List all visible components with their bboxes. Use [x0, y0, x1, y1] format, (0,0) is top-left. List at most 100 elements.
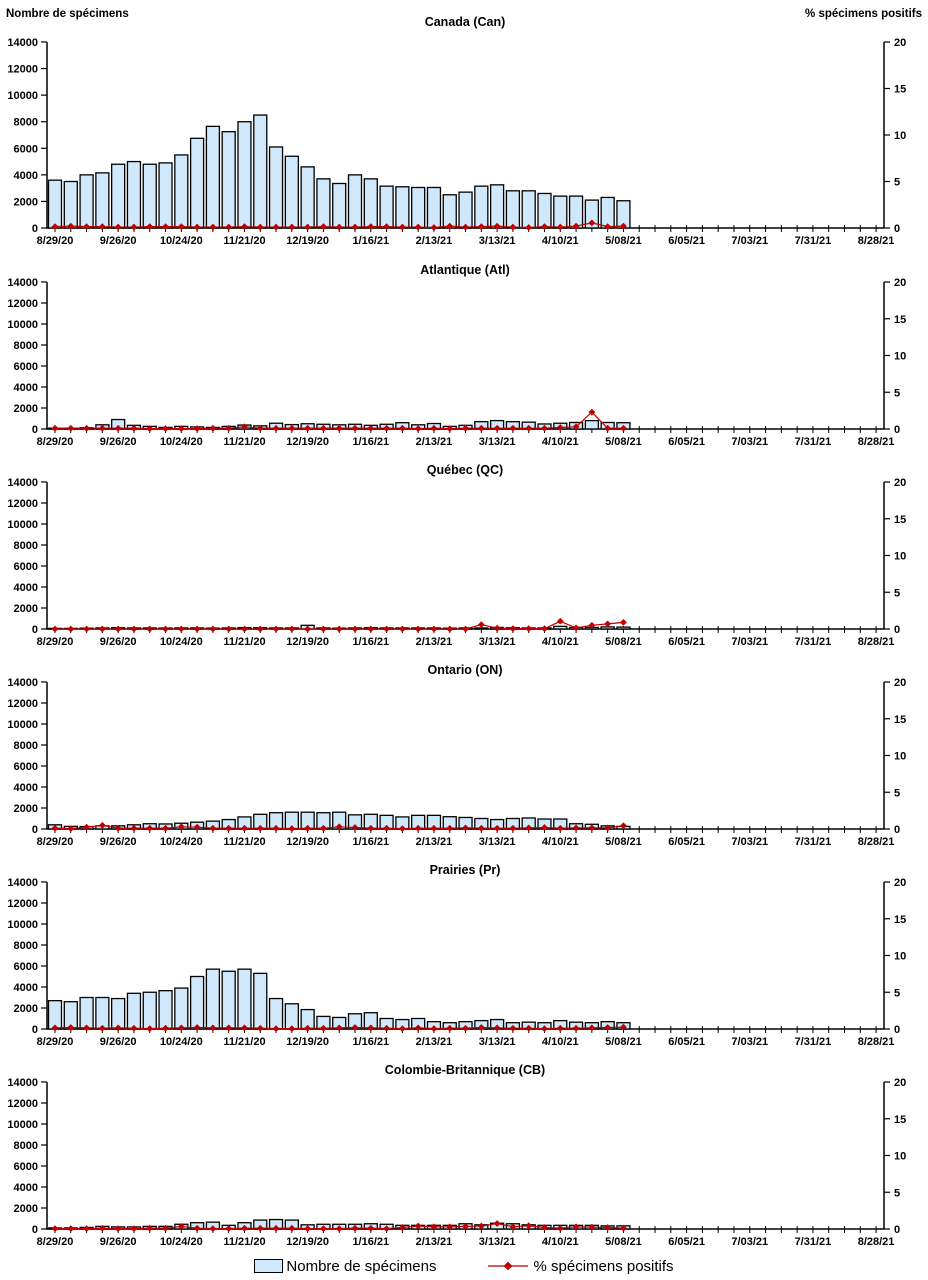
svg-text:11/21/20: 11/21/20	[223, 1036, 265, 1048]
svg-text:5/08/21: 5/08/21	[605, 1036, 642, 1048]
svg-text:5: 5	[894, 387, 900, 399]
svg-text:4000: 4000	[14, 382, 38, 394]
svg-text:9/26/20: 9/26/20	[100, 1036, 137, 1048]
svg-text:8000: 8000	[14, 117, 38, 129]
svg-text:6/05/21: 6/05/21	[668, 1036, 705, 1048]
svg-text:Prairies (Pr): Prairies (Pr)	[430, 863, 501, 877]
svg-text:6/05/21: 6/05/21	[668, 235, 705, 247]
svg-text:2000: 2000	[14, 1203, 38, 1215]
svg-text:10000: 10000	[7, 919, 38, 931]
svg-text:4/10/21: 4/10/21	[542, 1036, 579, 1048]
svg-text:7/31/21: 7/31/21	[795, 235, 832, 247]
svg-text:11/21/20: 11/21/20	[223, 235, 265, 247]
chart-panel-quebec: Québec (QC) 0 2000 4000 6000 8000 10000 12000 14…	[7, 463, 906, 648]
svg-text:10000: 10000	[7, 519, 38, 531]
svg-text:4/10/21: 4/10/21	[542, 1236, 579, 1248]
svg-text:1/16/21: 1/16/21	[352, 1036, 389, 1048]
svg-text:7/31/21: 7/31/21	[795, 436, 832, 448]
svg-text:10000: 10000	[7, 319, 38, 331]
svg-text:6000: 6000	[14, 143, 38, 155]
svg-text:8/29/20: 8/29/20	[37, 1236, 74, 1248]
svg-text:10: 10	[894, 551, 906, 563]
svg-text:15: 15	[894, 914, 906, 926]
svg-text:1/16/21: 1/16/21	[352, 836, 389, 848]
svg-text:8/29/20: 8/29/20	[37, 836, 74, 848]
svg-text:1/16/21: 1/16/21	[352, 235, 389, 247]
svg-text:8/28/21: 8/28/21	[858, 636, 895, 648]
svg-text:4000: 4000	[14, 982, 38, 994]
svg-text:11/21/20: 11/21/20	[223, 1236, 265, 1248]
svg-text:8000: 8000	[14, 940, 38, 952]
svg-text:12/19/20: 12/19/20	[286, 836, 329, 848]
legend-line-label: % spécimens positifs	[533, 1257, 674, 1275]
svg-text:12000: 12000	[7, 498, 38, 510]
svg-text:10/24/20: 10/24/20	[160, 1036, 203, 1048]
svg-text:5/08/21: 5/08/21	[605, 436, 642, 448]
svg-text:5: 5	[894, 1187, 900, 1199]
svg-text:12/19/20: 12/19/20	[286, 1236, 329, 1248]
svg-text:Québec (QC): Québec (QC)	[427, 463, 503, 477]
svg-text:1/16/21: 1/16/21	[352, 636, 389, 648]
chart-panel-prairies: Prairies (Pr) 0 2000 4000 6000 8000 10000 12000…	[7, 863, 906, 1048]
svg-text:6000: 6000	[14, 561, 38, 573]
chart-panel-atlantique: Atlantique (Atl) 0 2000 4000 6000 8000 10000 12…	[7, 263, 906, 448]
legend-bar-label: Nombre de spécimens	[286, 1257, 437, 1275]
svg-text:15: 15	[894, 514, 906, 526]
svg-text:8000: 8000	[14, 1140, 38, 1152]
svg-text:0: 0	[32, 624, 38, 636]
svg-text:3/13/21: 3/13/21	[479, 636, 516, 648]
svg-text:0: 0	[894, 223, 900, 235]
svg-text:2000: 2000	[14, 603, 38, 615]
svg-text:0: 0	[32, 424, 38, 436]
svg-text:2/13/21: 2/13/21	[416, 636, 453, 648]
svg-text:10/24/20: 10/24/20	[160, 636, 203, 648]
svg-text:6/05/21: 6/05/21	[668, 636, 705, 648]
svg-text:5: 5	[894, 587, 900, 599]
svg-text:5/08/21: 5/08/21	[605, 235, 642, 247]
svg-text:11/21/20: 11/21/20	[223, 436, 265, 448]
svg-text:2/13/21: 2/13/21	[416, 836, 453, 848]
svg-text:2/13/21: 2/13/21	[416, 1036, 453, 1048]
svg-text:6000: 6000	[14, 961, 38, 973]
svg-text:8000: 8000	[14, 540, 38, 552]
svg-text:9/26/20: 9/26/20	[100, 235, 137, 247]
svg-text:0: 0	[32, 1224, 38, 1236]
svg-text:4000: 4000	[14, 782, 38, 794]
svg-text:12/19/20: 12/19/20	[286, 235, 329, 247]
svg-text:6/05/21: 6/05/21	[668, 836, 705, 848]
svg-text:20: 20	[894, 877, 906, 889]
svg-text:9/26/20: 9/26/20	[100, 1236, 137, 1248]
svg-text:1/16/21: 1/16/21	[352, 1236, 389, 1248]
svg-text:12000: 12000	[7, 898, 38, 910]
svg-text:6000: 6000	[14, 761, 38, 773]
svg-text:12/19/20: 12/19/20	[286, 636, 329, 648]
svg-text:3/13/21: 3/13/21	[479, 235, 516, 247]
svg-text:4/10/21: 4/10/21	[542, 235, 579, 247]
svg-text:7/31/21: 7/31/21	[795, 836, 832, 848]
svg-text:0: 0	[894, 424, 900, 436]
svg-text:20: 20	[894, 277, 906, 289]
svg-text:12/19/20: 12/19/20	[286, 1036, 329, 1048]
svg-text:8000: 8000	[14, 740, 38, 752]
legend: Nombre de spécimens % spécimens positifs	[0, 1252, 928, 1280]
svg-text:5: 5	[894, 987, 900, 999]
svg-text:14000: 14000	[7, 677, 38, 689]
svg-text:2000: 2000	[14, 403, 38, 415]
svg-text:2/13/21: 2/13/21	[416, 436, 453, 448]
bar-swatch-icon	[254, 1259, 284, 1273]
svg-text:5/08/21: 5/08/21	[605, 636, 642, 648]
svg-text:7/03/21: 7/03/21	[731, 235, 768, 247]
svg-text:6000: 6000	[14, 361, 38, 373]
svg-text:4/10/21: 4/10/21	[542, 836, 579, 848]
svg-text:9/26/20: 9/26/20	[100, 636, 137, 648]
svg-text:4/10/21: 4/10/21	[542, 636, 579, 648]
svg-text:7/31/21: 7/31/21	[795, 636, 832, 648]
svg-text:6000: 6000	[14, 1161, 38, 1173]
svg-text:11/21/20: 11/21/20	[223, 636, 265, 648]
svg-text:14000: 14000	[7, 877, 38, 889]
svg-text:10: 10	[894, 351, 906, 363]
svg-text:7/03/21: 7/03/21	[731, 636, 768, 648]
legend-item-specimens: Nombre de spécimens	[254, 1257, 437, 1275]
left-axis-title: Nombre de spécimens	[6, 8, 129, 20]
